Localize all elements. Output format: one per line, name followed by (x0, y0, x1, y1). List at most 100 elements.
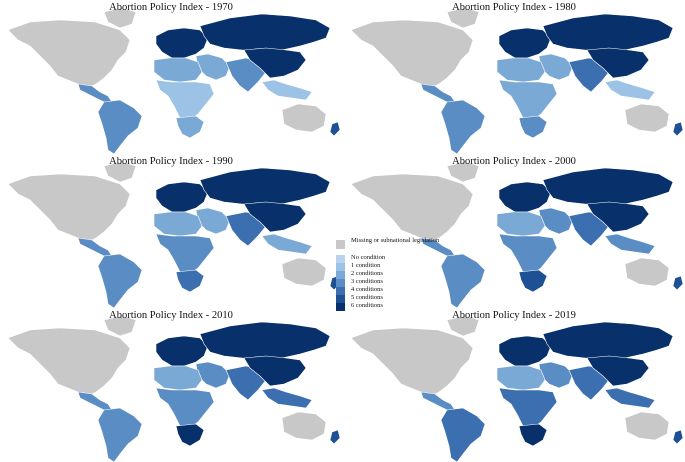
legend-item: 3 conditions (336, 278, 456, 287)
region-east-asia (586, 201, 650, 233)
region-north-america (350, 327, 474, 397)
region-southeast-asia (604, 387, 656, 409)
region-new-zealand (672, 429, 684, 445)
region-north-america (350, 19, 474, 89)
region-greenland (103, 315, 137, 337)
region-southeast-asia (604, 79, 656, 101)
region-europe (155, 335, 209, 367)
region-middle-east (195, 207, 231, 235)
region-east-asia (243, 355, 307, 387)
map-title: Abortion Policy Index - 2019 (452, 310, 576, 321)
region-russia (199, 167, 331, 207)
legend-label: Missing or subnational legislation (351, 237, 440, 244)
region-southeast-asia (261, 387, 313, 409)
region-south-africa (518, 115, 548, 139)
region-north-america (7, 19, 131, 89)
legend-swatch (336, 287, 345, 295)
region-north-africa (496, 365, 546, 391)
region-north-africa (496, 211, 546, 237)
legend-swatch (336, 295, 345, 303)
region-australia (281, 257, 327, 287)
region-north-america (7, 173, 131, 243)
legend-item: 5 conditions (336, 294, 456, 303)
legend-swatch (336, 279, 345, 287)
region-subsaharan-africa (155, 79, 215, 121)
region-greenland (446, 7, 480, 29)
region-subsaharan-africa (155, 233, 215, 275)
legend-label: 3 conditions (351, 278, 383, 285)
map-panel-2000: Abortion Policy Index - 2000 (343, 154, 685, 308)
region-subsaharan-africa (498, 233, 558, 275)
region-greenland (446, 315, 480, 337)
map-panel-2010: Abortion Policy Index - 2010 (0, 308, 342, 462)
legend-label: 1 condition (351, 262, 381, 269)
legend-item: 2 conditions (336, 270, 456, 279)
region-central-america (77, 391, 113, 411)
region-north-africa (153, 211, 203, 237)
legend-swatch (336, 271, 345, 279)
legend-label: No condition (351, 254, 386, 261)
legend-label: 4 conditions (351, 286, 383, 293)
map-title: Abortion Policy Index - 2010 (109, 310, 233, 321)
region-australia (624, 257, 670, 287)
region-south-africa (175, 115, 205, 139)
region-australia (624, 103, 670, 133)
world-map (350, 315, 684, 462)
region-middle-east (538, 207, 574, 235)
region-russia (542, 321, 674, 361)
legend-swatch (336, 263, 345, 271)
region-south-america (440, 99, 486, 154)
region-subsaharan-africa (498, 387, 558, 429)
region-south-america (97, 407, 143, 462)
region-north-africa (153, 365, 203, 391)
region-europe (498, 181, 552, 213)
map-panel-1970: Abortion Policy Index - 1970 (0, 0, 342, 154)
region-australia (281, 103, 327, 133)
legend-swatch (336, 255, 345, 263)
region-russia (199, 321, 331, 361)
map-panel-1990: Abortion Policy Index - 1990 (0, 154, 342, 308)
region-greenland (103, 161, 137, 183)
region-greenland (446, 161, 480, 183)
legend-item: No condition (336, 254, 456, 263)
region-australia (624, 411, 670, 441)
region-new-zealand (672, 121, 684, 137)
region-australia (281, 411, 327, 441)
region-south-america (97, 253, 143, 308)
region-north-america (7, 327, 131, 397)
region-middle-east (195, 361, 231, 389)
region-middle-east (538, 53, 574, 81)
region-russia (542, 13, 674, 53)
map-title: Abortion Policy Index - 1970 (109, 2, 233, 13)
region-russia (199, 13, 331, 53)
region-south-africa (175, 423, 205, 447)
region-new-zealand (329, 429, 341, 445)
region-south-africa (518, 423, 548, 447)
legend-label: 5 conditions (351, 294, 383, 301)
region-east-asia (243, 201, 307, 233)
map-legend: Missing or subnational legislation No co… (336, 237, 456, 311)
region-greenland (103, 7, 137, 29)
region-east-asia (243, 47, 307, 79)
legend-item: 4 conditions (336, 286, 456, 295)
region-southeast-asia (604, 233, 656, 255)
region-central-america (420, 391, 456, 411)
region-south-africa (518, 269, 548, 293)
map-title: Abortion Policy Index - 1980 (452, 2, 576, 13)
region-new-zealand (672, 275, 684, 291)
legend-item: Missing or subnational legislation (336, 237, 456, 255)
region-europe (155, 181, 209, 213)
region-north-america (350, 173, 474, 243)
world-map (7, 315, 341, 462)
region-southeast-asia (261, 79, 313, 101)
world-map (7, 161, 341, 308)
legend-label: 6 conditions (351, 302, 383, 309)
region-north-africa (496, 57, 546, 83)
region-europe (498, 335, 552, 367)
region-south-america (440, 253, 486, 308)
map-panel-1980: Abortion Policy Index - 1980 (343, 0, 685, 154)
region-subsaharan-africa (498, 79, 558, 121)
region-europe (498, 27, 552, 59)
region-subsaharan-africa (155, 387, 215, 429)
map-title: Abortion Policy Index - 1990 (109, 156, 233, 167)
